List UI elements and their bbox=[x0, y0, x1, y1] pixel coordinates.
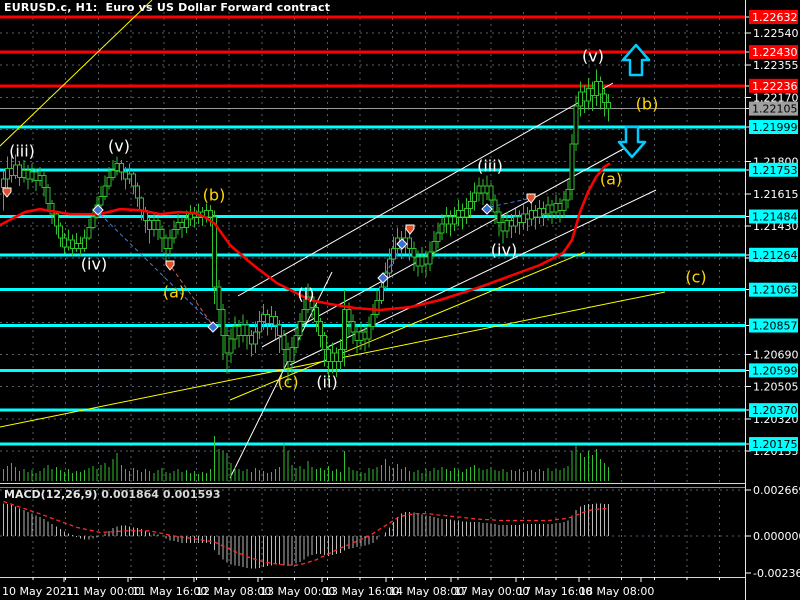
wave-label[interactable]: (iii) bbox=[9, 142, 35, 161]
chart-title: EURUSD.c, H1: Euro vs US Dollar Forward … bbox=[4, 1, 331, 14]
wave-label[interactable]: (ii) bbox=[316, 373, 337, 392]
wave-label[interactable]: (v) bbox=[108, 137, 130, 156]
trendlines[interactable] bbox=[0, 0, 666, 479]
white-channel-line[interactable] bbox=[261, 147, 626, 348]
ma-line[interactable] bbox=[0, 162, 611, 312]
price-level-label: 1.21264 bbox=[752, 249, 798, 262]
time-axis-label: 10 May 2021 bbox=[2, 585, 74, 598]
time-axis-label: 17 May 00:00 bbox=[454, 585, 529, 598]
volume-bars bbox=[3, 436, 610, 481]
yellow-trendline[interactable] bbox=[229, 251, 586, 401]
price-axis-label: 1.22355 bbox=[753, 59, 799, 72]
white-channel-line[interactable] bbox=[229, 271, 333, 479]
price-axis[interactable]: 1.225401.223551.221701.218001.216151.214… bbox=[746, 10, 799, 458]
time-axis-label: 11 May 16:00 bbox=[132, 585, 207, 598]
time-axis-label: 13 May 00:00 bbox=[260, 585, 335, 598]
sell-arrow-marker[interactable] bbox=[165, 260, 175, 271]
pane-borders bbox=[0, 0, 746, 600]
wave-label[interactable]: (iv) bbox=[81, 255, 107, 274]
forecast-arrows[interactable] bbox=[617, 43, 651, 159]
price-level-label: 1.22105 bbox=[752, 103, 798, 116]
wave-label[interactable]: (c) bbox=[685, 268, 706, 287]
sell-arrow-marker[interactable] bbox=[526, 193, 536, 204]
price-axis-label: 1.22540 bbox=[753, 27, 799, 40]
price-level-label: 1.21484 bbox=[752, 211, 798, 224]
level-lines[interactable] bbox=[0, 15, 745, 446]
macd-signal-line bbox=[3, 500, 609, 566]
yellow-trendline[interactable] bbox=[0, 0, 153, 147]
buy-diamond-marker[interactable] bbox=[377, 272, 389, 284]
price-level-label: 1.22430 bbox=[752, 46, 798, 59]
trade-markers[interactable] bbox=[2, 187, 536, 333]
sell-arrow-marker[interactable] bbox=[2, 187, 12, 198]
moving-average-line[interactable] bbox=[0, 162, 611, 312]
price-axis-label: 1.20505 bbox=[753, 381, 799, 394]
macd-name: MACD(12,26,9) bbox=[4, 488, 98, 501]
wave-label[interactable]: (c) bbox=[277, 373, 298, 392]
wave-label[interactable]: (a) bbox=[600, 170, 622, 189]
price-level-label: 1.20370 bbox=[752, 404, 798, 417]
wave-label[interactable]: (iii) bbox=[477, 157, 503, 176]
macd-signal-value: 0.001593 bbox=[162, 488, 221, 501]
buy-diamond-marker[interactable] bbox=[92, 204, 104, 216]
wave-label[interactable]: (b) bbox=[203, 186, 226, 205]
candlesticks bbox=[1, 69, 612, 385]
time-axis-label: 12 May 08:00 bbox=[196, 585, 271, 598]
macd-axis-label: 0.000000 bbox=[753, 530, 800, 543]
price-level-label: 1.22236 bbox=[752, 80, 798, 93]
buy-diamond-marker[interactable] bbox=[396, 238, 408, 250]
price-axis-label: 1.21615 bbox=[753, 188, 799, 201]
white-channel-line[interactable] bbox=[289, 189, 657, 366]
buy-diamond-marker[interactable] bbox=[481, 203, 493, 215]
price-axis-label: 1.22170 bbox=[753, 91, 799, 104]
time-axis-label: 18 May 08:00 bbox=[579, 585, 654, 598]
sell-arrow-marker[interactable] bbox=[405, 224, 415, 235]
wave-label[interactable]: (i) bbox=[298, 285, 315, 304]
price-level-label: 1.21753 bbox=[752, 164, 798, 177]
macd-axis-label: 0.002669 bbox=[753, 484, 800, 497]
time-axis-label: 13 May 16:00 bbox=[324, 585, 399, 598]
time-axis-label: 17 May 16:00 bbox=[517, 585, 592, 598]
price-level-label: 1.20857 bbox=[752, 320, 798, 333]
price-level-label: 1.21063 bbox=[752, 284, 798, 297]
time-axis-label: 14 May 08:00 bbox=[389, 585, 464, 598]
price-level-label: 1.22632 bbox=[752, 11, 798, 24]
up-arrow-icon[interactable] bbox=[621, 43, 651, 77]
wave-label[interactable]: (v) bbox=[582, 47, 604, 66]
price-level-label: 1.21999 bbox=[752, 121, 798, 134]
price-level-label: 1.20175 bbox=[752, 438, 798, 451]
macd-main-value: 0.001864 bbox=[101, 488, 159, 501]
price-axis-label: 1.20690 bbox=[753, 349, 799, 362]
signal-connectors bbox=[99, 198, 528, 324]
wave-label[interactable]: (a) bbox=[163, 283, 185, 302]
time-axis-label: 11 May 00:00 bbox=[66, 585, 141, 598]
macd-pane bbox=[3, 500, 610, 569]
white-channel-line[interactable] bbox=[237, 82, 614, 297]
price-level-label: 1.20599 bbox=[752, 364, 798, 377]
down-arrow-icon[interactable] bbox=[617, 125, 647, 159]
wave-labels: (iii) (v) (iv) (a) (b) (i) (c) (ii) (iii) (iv) (v)… bbox=[9, 47, 707, 392]
wave-label[interactable]: (b) bbox=[636, 95, 659, 114]
buy-diamond-marker[interactable] bbox=[207, 321, 219, 333]
wave-label[interactable]: (iv) bbox=[491, 241, 517, 260]
macd-indicator-label: MACD(12,26,9) 0.001864 0.001593 bbox=[4, 488, 221, 501]
